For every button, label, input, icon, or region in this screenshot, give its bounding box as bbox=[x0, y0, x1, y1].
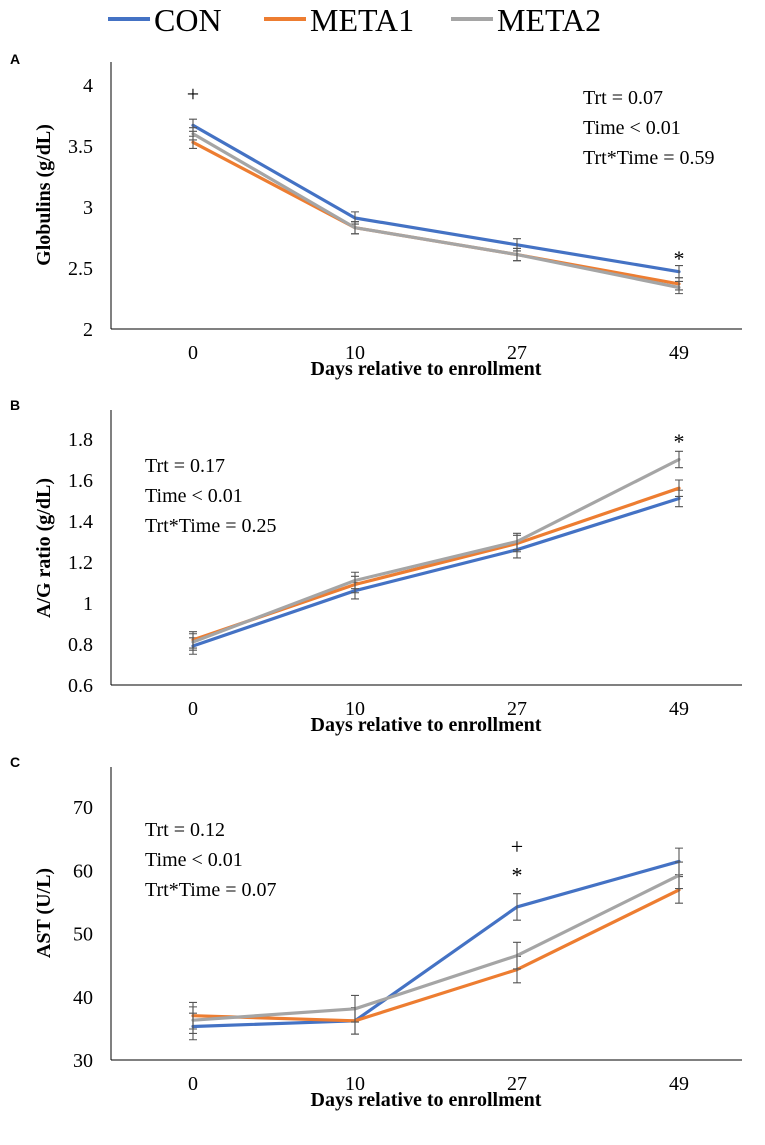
legend-label-meta1: META1 bbox=[310, 2, 414, 38]
panel-b-plot: 0.6 0.8 1 1.2 1.4 1.6 1.8 0 10 27 49 * bbox=[68, 429, 689, 720]
panel-c-errorbar-meta2-2 bbox=[513, 941, 521, 970]
panel-c-x-tick-1: 10 bbox=[345, 1073, 365, 1095]
panel-b-x-label: Days relative to enrollment bbox=[311, 714, 542, 736]
panel-c-annotation-0: + bbox=[511, 834, 523, 859]
legend-label-meta2: META2 bbox=[497, 2, 601, 38]
panel-c-stat-time: Time < 0.01 bbox=[145, 849, 243, 871]
panel-b-line-meta2 bbox=[191, 457, 681, 644]
panel-b-line-con bbox=[191, 496, 681, 648]
panel-c-errorbar-meta2-3 bbox=[675, 861, 683, 890]
panel-a-y-label: Globulins (g/dL) bbox=[33, 124, 55, 266]
panel-b-y-tick-5: 1.6 bbox=[68, 470, 93, 492]
panel-a-errorbar-meta2-3 bbox=[675, 280, 683, 295]
legend: CON META1 META2 bbox=[108, 2, 601, 38]
panel-b-errorbar-meta2-3 bbox=[675, 450, 683, 469]
panel-a-errorbar-meta2-1 bbox=[351, 221, 359, 235]
panel-c-letter: C bbox=[10, 754, 20, 770]
panel-c-annotation-1: * bbox=[512, 863, 523, 888]
legend-label-con: CON bbox=[154, 2, 222, 38]
panel-b-line-meta1 bbox=[191, 486, 681, 642]
panel-a-x-tick-2: 27 bbox=[507, 342, 527, 364]
panel-a-stat-time: Time < 0.01 bbox=[583, 117, 681, 139]
panel-b-errorbar-meta2-2 bbox=[513, 532, 521, 551]
panel-c-y-tick-0: 30 bbox=[73, 1050, 93, 1072]
panel-c-y-tick-2: 50 bbox=[73, 924, 93, 946]
panel-a-stat-trt: Trt = 0.07 bbox=[583, 87, 663, 109]
panel-b-y-tick-0: 0.6 bbox=[68, 675, 93, 697]
panel-b-stat-time: Time < 0.01 bbox=[145, 485, 243, 507]
panel-c-x-label: Days relative to enrollment bbox=[311, 1089, 542, 1111]
panel-a-y-tick-2: 3 bbox=[83, 197, 93, 219]
panel-b: B A/G ratio (g/dL) Days relative to enro… bbox=[10, 397, 742, 736]
panel-a-plot: 2 2.5 3 3.5 4 0 10 27 49 + * bbox=[68, 75, 689, 364]
panel-c-y-tick-1: 40 bbox=[73, 987, 93, 1009]
panel-b-errorbar-meta2-0 bbox=[189, 633, 197, 651]
panel-b-annotation-0: * bbox=[674, 429, 685, 454]
panel-a-errorbar-meta2-0 bbox=[189, 127, 197, 141]
panel-c-stat-trt: Trt = 0.12 bbox=[145, 819, 225, 841]
panel-a-annotation-1: * bbox=[674, 246, 685, 271]
panel-c-line-con bbox=[191, 859, 681, 1029]
panel-c-errorbar-con-2 bbox=[513, 893, 521, 921]
panel-c-errorbar-meta2-1 bbox=[351, 994, 359, 1023]
panel-a-x-tick-1: 10 bbox=[345, 342, 365, 364]
panel-b-x-tick-2: 27 bbox=[507, 698, 527, 720]
panel-c-errorbar-meta2-0 bbox=[189, 1006, 197, 1034]
panel-a-y-tick-4: 4 bbox=[83, 75, 93, 97]
panel-a-errorbar-meta2-2 bbox=[513, 247, 521, 262]
panel-a-x-label: Days relative to enrollment bbox=[311, 358, 542, 380]
panel-b-y-tick-1: 0.8 bbox=[68, 634, 93, 656]
panel-a-y-tick-1: 2.5 bbox=[68, 258, 93, 280]
panel-b-stat-trt: Trt = 0.17 bbox=[145, 455, 225, 477]
panel-c-x-tick-3: 49 bbox=[669, 1073, 689, 1095]
panel-c-x-tick-0: 0 bbox=[188, 1073, 198, 1095]
panel-c-stat-interaction: Trt*Time = 0.07 bbox=[145, 879, 277, 901]
panel-c-line-meta1 bbox=[191, 888, 681, 1023]
panel-b-letter: B bbox=[10, 397, 20, 413]
panel-a-letter: A bbox=[10, 51, 20, 67]
panel-b-y-tick-6: 1.8 bbox=[68, 429, 93, 451]
panel-b-y-tick-3: 1.2 bbox=[68, 552, 93, 574]
panel-c-y-label: AST (U/L) bbox=[33, 868, 55, 958]
panel-a-y-tick-3: 3.5 bbox=[68, 136, 93, 158]
panel-b-y-tick-4: 1.4 bbox=[68, 511, 93, 533]
panel-c-y-tick-4: 70 bbox=[73, 797, 93, 819]
panel-c-y-tick-3: 60 bbox=[73, 860, 93, 882]
panel-c-x-tick-2: 27 bbox=[507, 1073, 527, 1095]
panel-b-x-tick-3: 49 bbox=[669, 698, 689, 720]
panel-a-y-tick-0: 2 bbox=[83, 319, 93, 341]
panel-c-plot: 30 40 50 60 70 0 10 27 49 + * bbox=[73, 797, 689, 1095]
panel-b-y-tick-2: 1 bbox=[83, 593, 93, 615]
panel-a-annotation-0: + bbox=[187, 82, 199, 107]
panel-a-line-con bbox=[191, 123, 681, 274]
panel-c-line-meta2 bbox=[191, 873, 681, 1022]
panel-b-errorbar-meta2-1 bbox=[351, 571, 359, 590]
panel-a-line-meta2 bbox=[191, 132, 681, 290]
panel-a-x-tick-0: 0 bbox=[188, 342, 198, 364]
panel-b-stat-interaction: Trt*Time = 0.25 bbox=[145, 515, 277, 537]
panel-b-errorbar-meta1-3 bbox=[675, 479, 683, 497]
panel-b-x-tick-0: 0 bbox=[188, 698, 198, 720]
panel-a: A Globulins (g/dL) Days relative to enro… bbox=[10, 51, 742, 380]
panel-c: C AST (U/L) Days relative to enrollment … bbox=[10, 754, 742, 1111]
panel-a-stat-interaction: Trt*Time = 0.59 bbox=[583, 147, 715, 169]
panel-b-y-label: A/G ratio (g/dL) bbox=[33, 478, 55, 618]
panel-b-x-tick-1: 10 bbox=[345, 698, 365, 720]
panel-a-x-tick-3: 49 bbox=[669, 342, 689, 364]
